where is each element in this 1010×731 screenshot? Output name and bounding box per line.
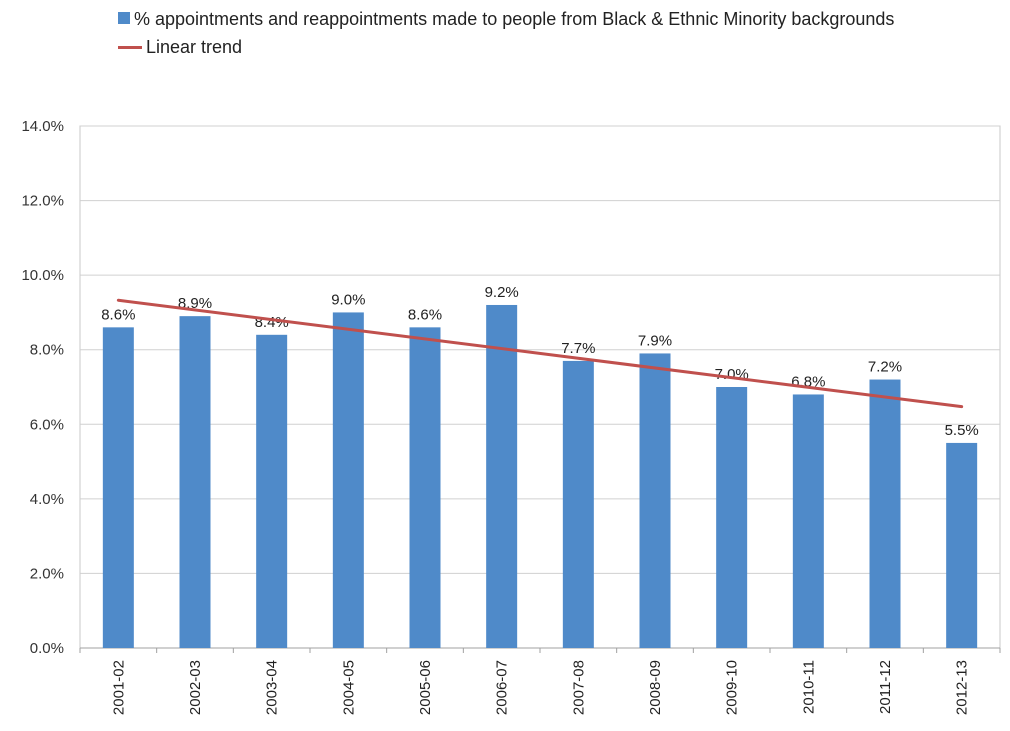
bar [486,304,518,648]
x-tick-label: 2011-12 [877,660,894,714]
data-label: 8.6% [101,306,135,323]
legend-swatch-bars [118,12,130,24]
y-tick-label: 12.0% [21,193,64,210]
plot-area [79,125,1001,649]
y-tick-label: 6.0% [30,416,64,433]
legend-entry-trend: Linear trend [118,36,978,58]
y-tick-label: 10.0% [21,267,64,284]
data-label: 9.0% [331,291,365,308]
data-label: 7.7% [561,340,595,357]
x-tick-label: 2003-04 [264,660,281,715]
chart-legend: % appointments and reappointments made t… [118,8,978,64]
legend-swatch-trend [118,46,142,49]
bar [256,334,288,648]
legend-label-bars: % appointments and reappointments made t… [134,9,895,29]
y-tick-label: 2.0% [30,565,64,582]
x-tick-label: 2001-02 [110,660,127,715]
bar [562,360,594,648]
x-tick-label: 2004-05 [340,660,357,715]
bar [639,353,671,648]
y-tick-label: 4.0% [30,491,64,508]
bar [409,327,441,648]
x-tick-label: 2010-11 [800,660,817,714]
bar [332,312,364,648]
x-tick-label: 2002-03 [187,660,204,715]
bar [102,327,134,648]
y-tick-label: 0.0% [30,640,64,657]
data-label: 5.5% [945,422,979,439]
data-label: 7.2% [868,359,902,376]
x-tick-label: 2009-10 [724,660,741,715]
x-tick-label: 2006-07 [494,660,511,715]
bar [792,394,824,648]
x-tick-label: 2007-08 [570,660,587,715]
x-tick-label: 2005-06 [417,660,434,715]
bar [946,442,978,648]
data-label: 8.6% [408,306,442,323]
bar [179,316,211,648]
data-label: 9.2% [485,284,519,301]
data-label: 7.9% [638,332,672,349]
x-tick-label: 2012-13 [954,660,971,715]
bar [869,379,901,648]
y-tick-label: 14.0% [21,118,64,135]
trend-line [116,298,964,409]
legend-entry-bars: % appointments and reappointments made t… [118,8,978,30]
y-tick-label: 8.0% [30,342,64,359]
bar [716,387,748,648]
x-tick-label: 2008-09 [647,660,664,715]
legend-label-trend: Linear trend [146,37,243,57]
